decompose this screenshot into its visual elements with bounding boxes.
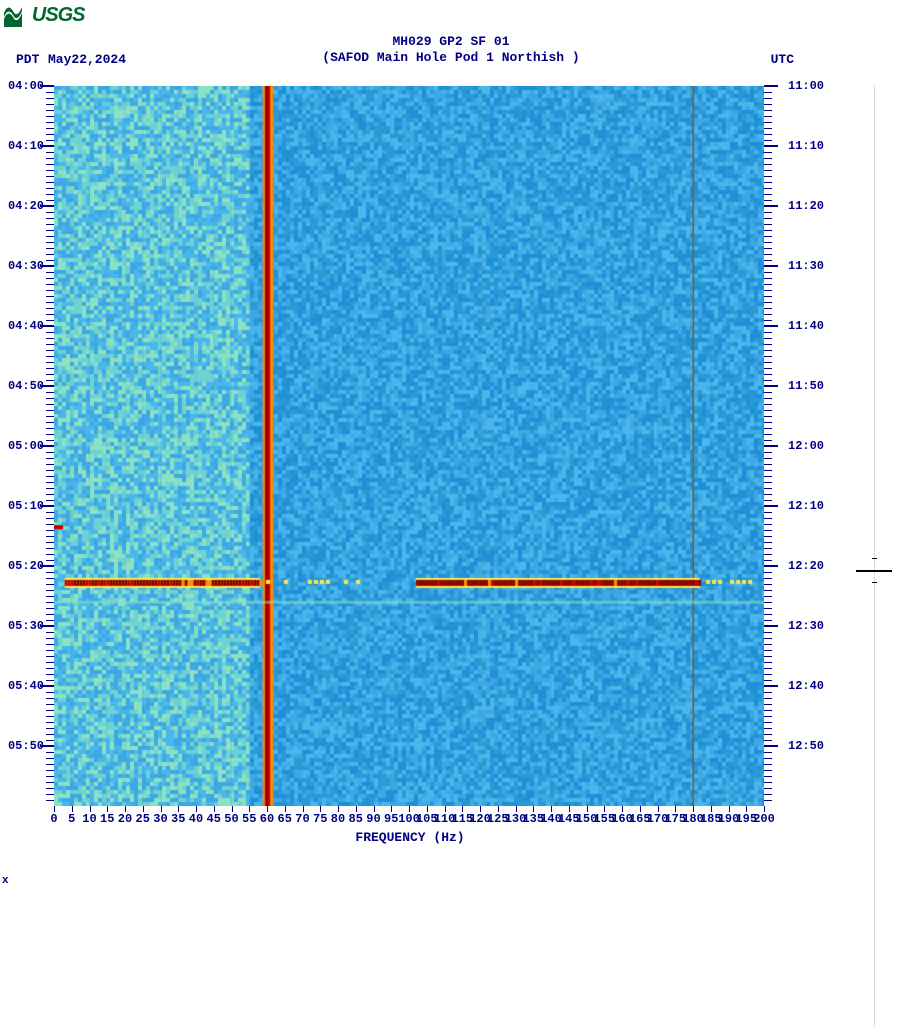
- timezone-right-label: UTC: [771, 52, 794, 67]
- x-axis-label: 0: [50, 812, 57, 826]
- page-root: USGS MH029 GP2 SF 01 (SAFOD Main Hole Po…: [0, 0, 902, 893]
- x-axis-label: 200: [753, 812, 775, 826]
- timezone-left-label: PDT: [16, 52, 39, 67]
- x-axis-label: 20: [118, 812, 132, 826]
- x-axis-label: 15: [100, 812, 114, 826]
- usgs-wave-icon: [4, 5, 22, 27]
- usgs-logo: USGS: [4, 4, 94, 32]
- y-right-label: 11:50: [788, 379, 824, 393]
- x-axis-label: 45: [207, 812, 221, 826]
- x-axis-label: 80: [331, 812, 345, 826]
- y-axis-left: 04:0004:1004:2004:3004:4004:5005:0005:10…: [0, 86, 54, 806]
- x-axis-label: 60: [260, 812, 274, 826]
- spectrogram-canvas: [54, 86, 764, 806]
- y-left-label: 05:30: [8, 619, 44, 633]
- y-left-label: 04:40: [8, 319, 44, 333]
- x-axis-title: FREQUENCY (Hz): [0, 830, 820, 845]
- x-axis-label: 90: [366, 812, 380, 826]
- y-left-label: 04:30: [8, 259, 44, 273]
- x-axis-label: 55: [242, 812, 256, 826]
- x-axis-label: 30: [153, 812, 167, 826]
- y-right-label: 12:10: [788, 499, 824, 513]
- y-left-label: 05:20: [8, 559, 44, 573]
- y-left-label: 04:10: [8, 139, 44, 153]
- spectrogram-plot: [54, 86, 764, 806]
- y-right-label: 11:40: [788, 319, 824, 333]
- y-left-label: 05:10: [8, 499, 44, 513]
- x-axis-label: 95: [384, 812, 398, 826]
- y-right-label: 12:30: [788, 619, 824, 633]
- y-axis-right: 11:0011:1011:2011:3011:4011:5012:0012:10…: [764, 86, 844, 806]
- usgs-logo-text: USGS: [32, 4, 85, 27]
- chart-title-line2: (SAFOD Main Hole Pod 1 Northish ): [0, 50, 902, 65]
- x-axis-label: 10: [82, 812, 96, 826]
- y-left-label: 05:40: [8, 679, 44, 693]
- x-axis-label: 50: [224, 812, 238, 826]
- right-side-time-marker: [850, 556, 898, 586]
- x-axis-label: 65: [278, 812, 292, 826]
- footer-mark: x: [2, 875, 9, 887]
- y-right-label: 11:30: [788, 259, 824, 273]
- y-left-label: 04:00: [8, 79, 44, 93]
- x-axis-label: 40: [189, 812, 203, 826]
- y-left-label: 05:00: [8, 439, 44, 453]
- x-axis-label: 75: [313, 812, 327, 826]
- y-right-label: 12:40: [788, 679, 824, 693]
- x-axis-label: 25: [136, 812, 150, 826]
- y-right-label: 12:20: [788, 559, 824, 573]
- y-right-label: 12:50: [788, 739, 824, 753]
- x-axis-label: 35: [171, 812, 185, 826]
- x-axis-label: 85: [349, 812, 363, 826]
- y-left-label: 04:20: [8, 199, 44, 213]
- y-right-label: 12:00: [788, 439, 824, 453]
- chart-title-line1: MH029 GP2 SF 01: [0, 34, 902, 49]
- x-axis-label: 5: [68, 812, 75, 826]
- x-axis-label: 70: [295, 812, 309, 826]
- date-label: May22,2024: [48, 52, 126, 67]
- y-left-label: 04:50: [8, 379, 44, 393]
- y-right-label: 11:10: [788, 139, 824, 153]
- y-right-label: 11:20: [788, 199, 824, 213]
- y-left-label: 05:50: [8, 739, 44, 753]
- y-right-label: 11:00: [788, 79, 824, 93]
